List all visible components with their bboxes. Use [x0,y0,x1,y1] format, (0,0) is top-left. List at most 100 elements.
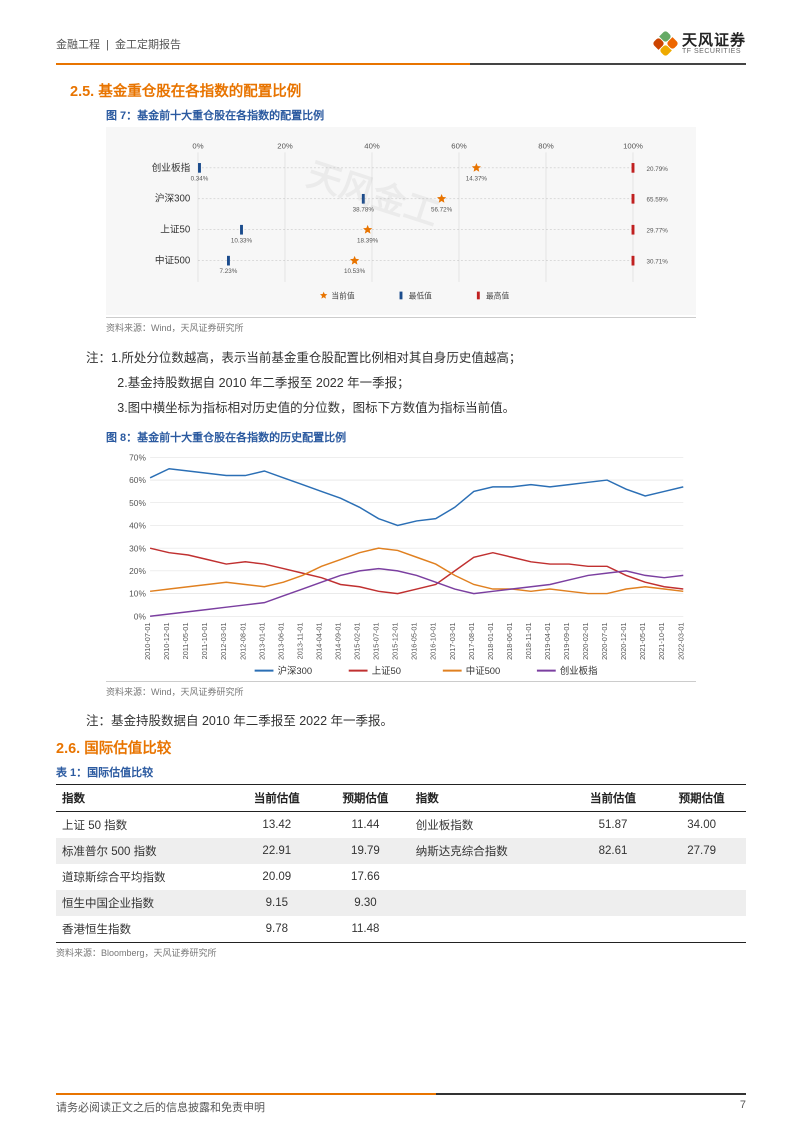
logo-en: TF SECURITIES [682,48,746,55]
table-cell [569,864,658,890]
section-25-title: 2.5. 基金重仓股在各指数的配置比例 [70,80,746,101]
table-row: 道琼斯综合平均指数20.0917.66 [56,864,746,890]
fig7-chart: 天风金工 0%20%40%60%80%100%创业板指0.34%20.79%14… [106,127,696,315]
table-cell: 11.44 [321,812,410,839]
table1-title: 表 1：国际估值比较 [56,764,746,780]
svg-text:20%: 20% [129,566,146,576]
svg-text:38.78%: 38.78% [353,206,375,213]
valuation-table: 指数当前估值预期估值指数当前估值预期估值 上证 50 指数13.4211.44创… [56,784,746,943]
fig8-source: 资料来源：Wind，天风证券研究所 [106,681,696,698]
table-cell [569,916,658,943]
svg-text:沪深300: 沪深300 [155,193,190,205]
table-col-header: 当前估值 [569,785,658,812]
page-footer: 请务必阅读正文之后的信息披露和免责申明 7 [56,1093,746,1115]
table-cell: 34.00 [657,812,746,839]
header-rule [56,62,746,66]
logo-cn: 天风证券 [682,33,746,48]
section-26-title: 2.6. 国际估值比较 [56,737,746,758]
svg-text:65.59%: 65.59% [647,197,669,204]
svg-text:创业板指: 创业板指 [152,162,191,174]
svg-text:0%: 0% [134,611,147,621]
svg-text:最低值: 最低值 [409,290,432,300]
table-cell [410,916,569,943]
svg-text:2015-02-01: 2015-02-01 [353,623,362,660]
header-cat2: 金工定期报告 [115,39,181,51]
table-cell: 标准普尔 500 指数 [56,838,233,864]
svg-text:2012-08-01: 2012-08-01 [238,623,247,660]
table-col-header: 指数 [410,785,569,812]
logo-icon [654,32,678,56]
table-cell: 19.79 [321,838,410,864]
table-header-row: 指数当前估值预期估值指数当前估值预期估值 [56,785,746,812]
table-cell: 13.42 [233,812,322,839]
table-cell [657,864,746,890]
svg-text:56.72%: 56.72% [431,206,453,213]
svg-text:60%: 60% [129,475,146,485]
fig8-title: 图 8：基金前十大重仓股在各指数的历史配置比例 [106,429,746,445]
table-cell: 纳斯达克综合指数 [410,838,569,864]
svg-text:2017-08-01: 2017-08-01 [467,623,476,660]
svg-text:2020-12-01: 2020-12-01 [619,623,628,660]
svg-text:70%: 70% [129,453,146,463]
table-cell: 香港恒生指数 [56,916,233,943]
svg-text:2014-04-01: 2014-04-01 [314,623,323,660]
svg-text:2021-10-01: 2021-10-01 [657,623,666,660]
svg-text:2019-04-01: 2019-04-01 [543,623,552,660]
table-cell: 9.78 [233,916,322,943]
svg-text:2013-01-01: 2013-01-01 [257,623,266,660]
footer-disclaimer: 请务必阅读正文之后的信息披露和免责申明 [56,1099,265,1115]
table-col-header: 当前估值 [233,785,322,812]
svg-text:14.37%: 14.37% [466,175,488,182]
table-row: 恒生中国企业指数9.159.30 [56,890,746,916]
table-row: 香港恒生指数9.7811.48 [56,916,746,943]
table-cell: 22.91 [233,838,322,864]
header-sep: | [106,39,109,51]
svg-text:最高值: 最高值 [486,290,509,300]
svg-text:2011-05-01: 2011-05-01 [181,623,190,660]
svg-text:2019-09-01: 2019-09-01 [562,623,571,660]
table-cell: 51.87 [569,812,658,839]
svg-text:10%: 10% [129,589,146,599]
table-cell: 27.79 [657,838,746,864]
svg-text:2020-02-01: 2020-02-01 [581,623,590,660]
svg-text:2018-11-01: 2018-11-01 [524,623,533,660]
svg-text:2017-03-01: 2017-03-01 [448,623,457,660]
svg-text:2013-11-01: 2013-11-01 [295,623,304,660]
table-cell [657,916,746,943]
svg-text:100%: 100% [623,142,643,151]
svg-text:20%: 20% [277,142,293,151]
svg-text:40%: 40% [364,142,380,151]
table-cell [410,864,569,890]
company-logo: 天风证券 TF SECURITIES [654,32,746,56]
fig8-chart: 0%10%20%30%40%50%60%70%2010-07-012010-12… [106,449,696,679]
svg-text:当前值: 当前值 [331,290,354,300]
svg-text:2015-07-01: 2015-07-01 [372,623,381,660]
svg-text:10.33%: 10.33% [231,237,253,244]
svg-text:80%: 80% [538,142,554,151]
note-3: 3.图中横坐标为指标相对历史值的分位数，图标下方数值为指标当前值。 [117,396,746,421]
svg-text:2015-12-01: 2015-12-01 [391,623,400,660]
svg-text:上证50: 上证50 [372,665,401,676]
svg-text:30%: 30% [129,543,146,553]
svg-text:2021-05-01: 2021-05-01 [638,623,647,660]
table-cell: 20.09 [233,864,322,890]
svg-text:上证50: 上证50 [160,225,190,236]
note-after8: 注：基金持股数据自 2010 年二季报至 2022 年一季报。 [86,710,746,729]
svg-text:2022-03-01: 2022-03-01 [676,623,685,660]
table1-source: 资料来源：Bloomberg，天风证券研究所 [56,946,746,959]
svg-text:2013-06-01: 2013-06-01 [276,623,285,660]
svg-text:30.71%: 30.71% [647,259,669,266]
table-cell: 82.61 [569,838,658,864]
note-1: 注：1.所处分位数越高，表示当前基金重仓股配置比例相对其自身历史值越高； [86,346,746,371]
table-row: 上证 50 指数13.4211.44创业板指数51.8734.00 [56,812,746,839]
svg-text:2010-12-01: 2010-12-01 [162,623,171,660]
notes-block: 注：1.所处分位数越高，表示当前基金重仓股配置比例相对其自身历史值越高； 2.基… [86,346,746,421]
table-cell: 9.30 [321,890,410,916]
svg-text:创业板指: 创业板指 [560,665,598,676]
note-2: 2.基金持股数据自 2010 年二季报至 2022 年一季报； [117,371,746,396]
header-cat1: 金融工程 [56,39,100,51]
svg-text:29.77%: 29.77% [647,228,669,235]
svg-text:2020-07-01: 2020-07-01 [600,623,609,660]
footer-page: 7 [740,1099,746,1115]
svg-text:0.34%: 0.34% [191,175,209,182]
